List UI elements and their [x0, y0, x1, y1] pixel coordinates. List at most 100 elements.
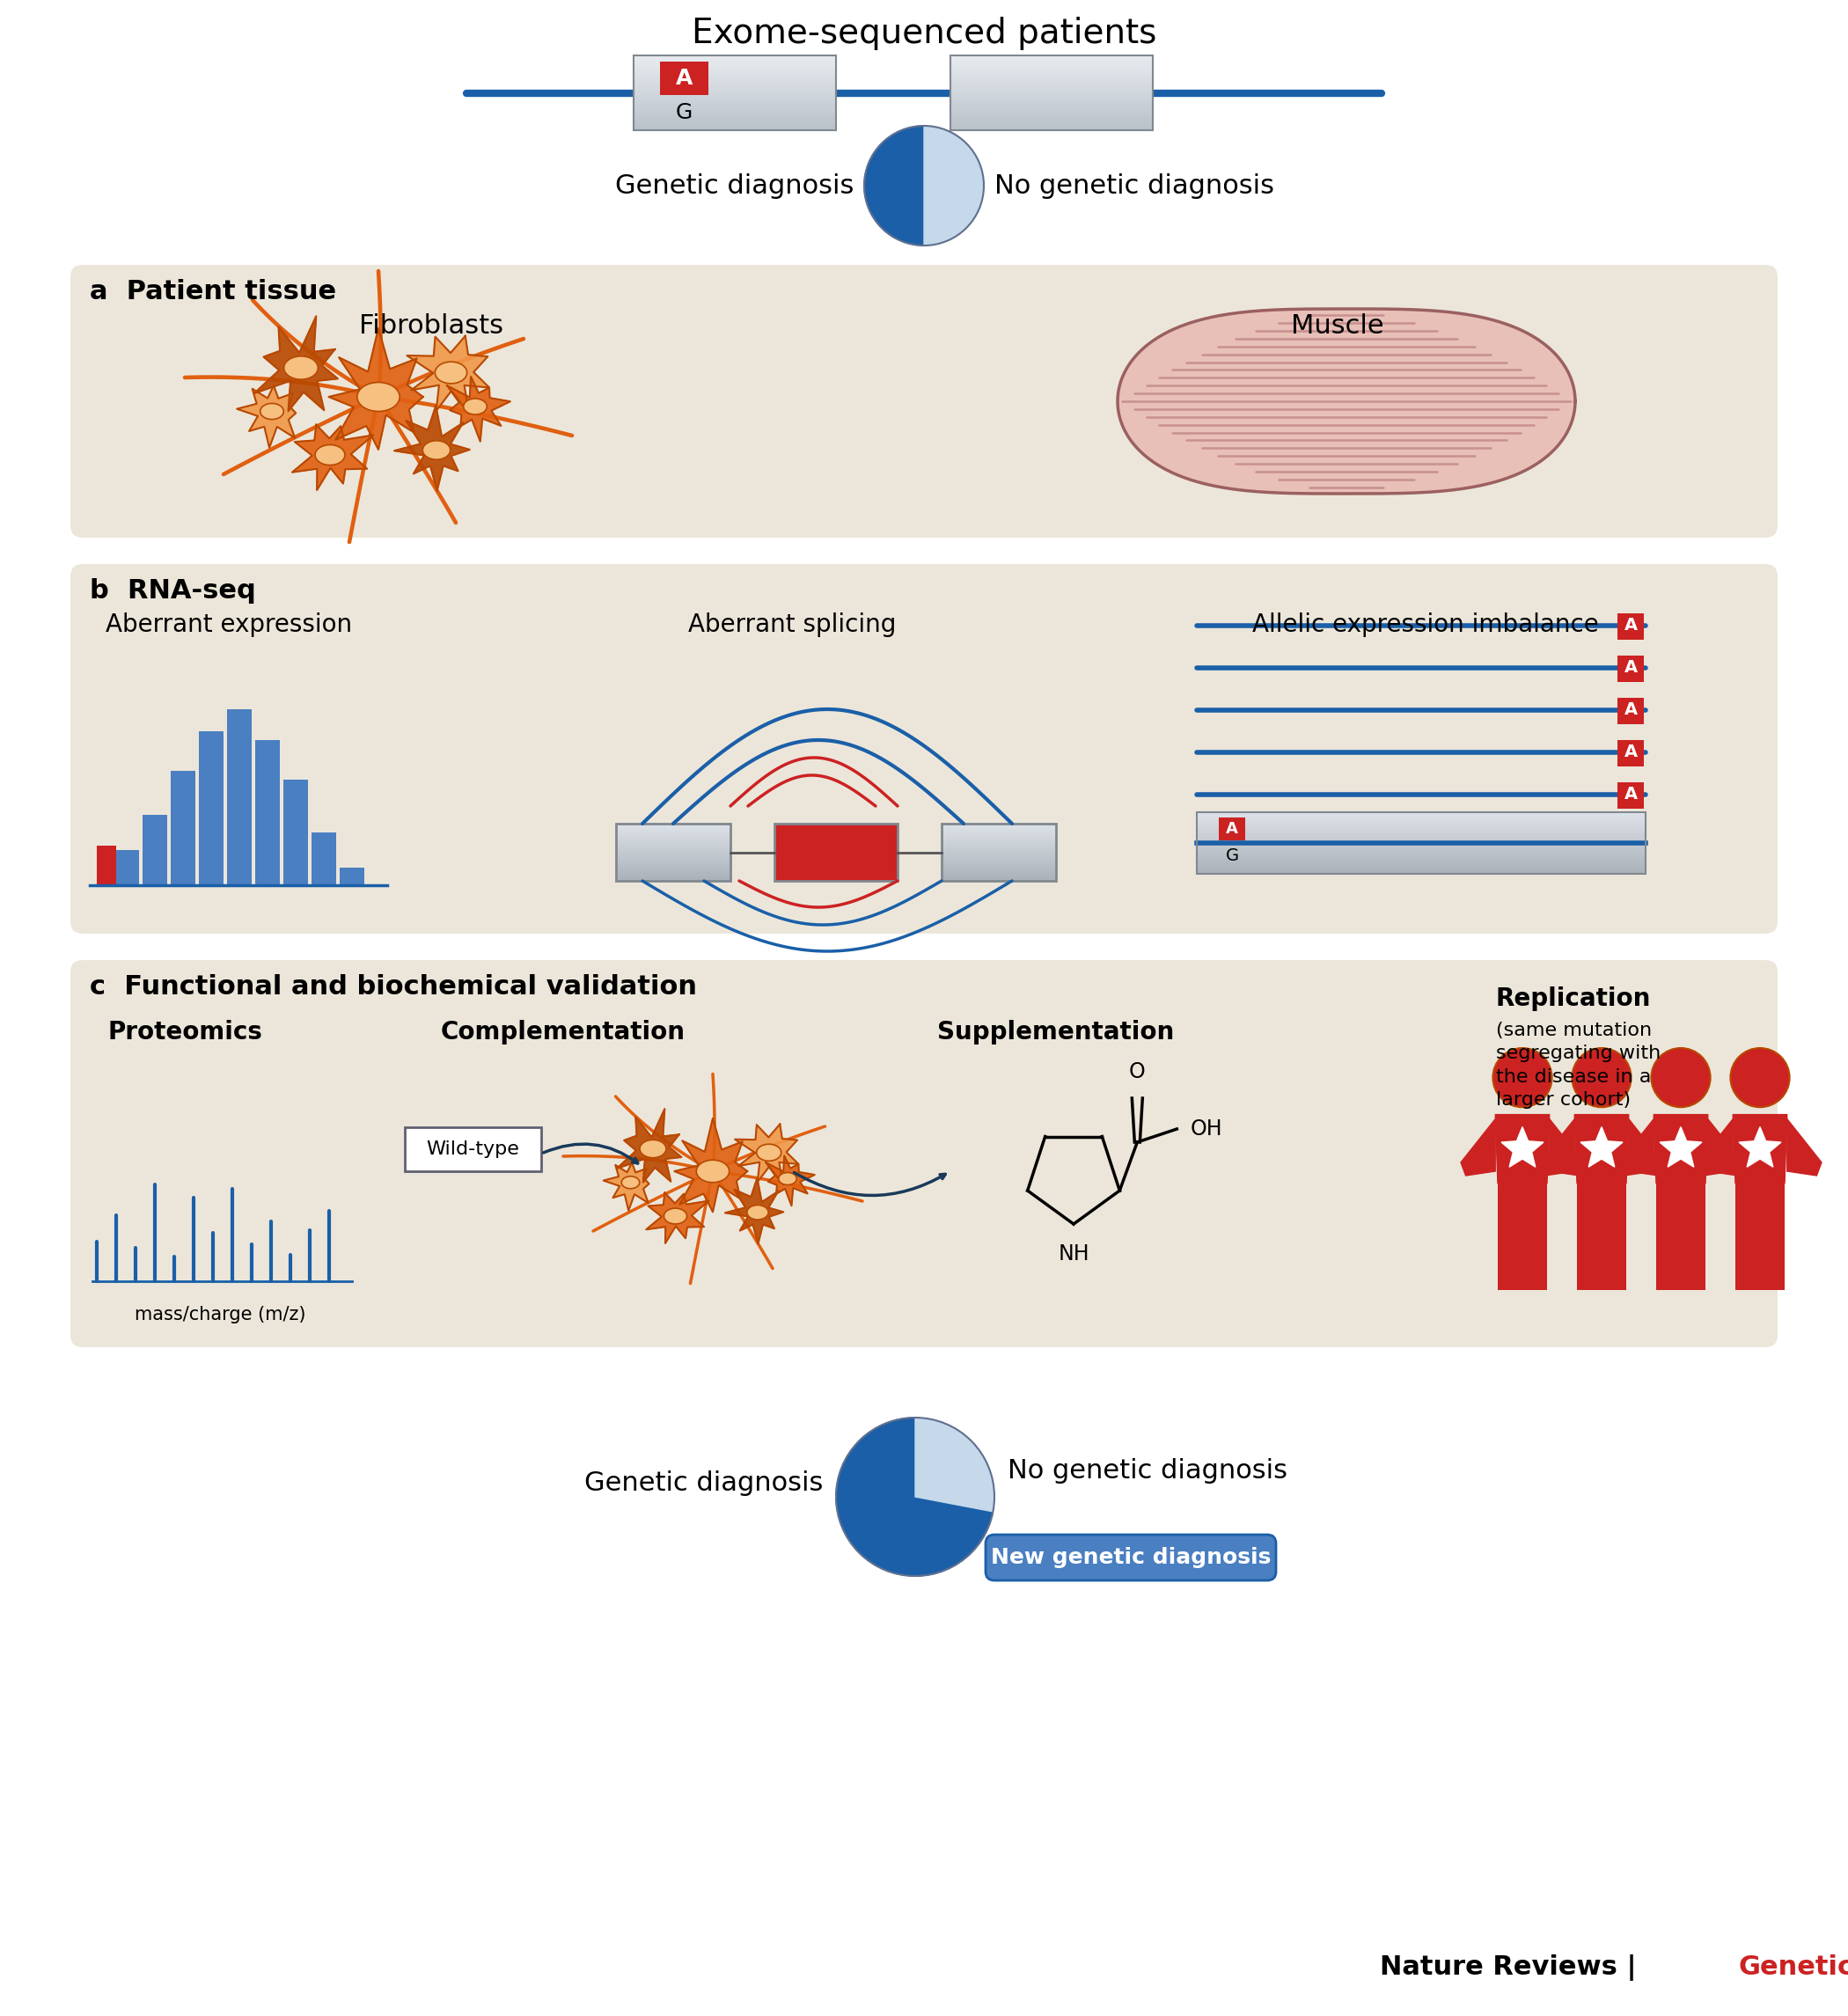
Ellipse shape: [663, 1208, 687, 1224]
Polygon shape: [1549, 1119, 1584, 1175]
FancyBboxPatch shape: [70, 960, 1778, 1347]
Bar: [1576, 1183, 1602, 1290]
Polygon shape: [1628, 1119, 1663, 1175]
Polygon shape: [292, 425, 373, 490]
Polygon shape: [835, 1417, 992, 1577]
Ellipse shape: [434, 361, 468, 383]
Text: O: O: [1129, 1060, 1146, 1083]
Bar: [774, 825, 898, 881]
Ellipse shape: [756, 1145, 782, 1161]
Text: Replication: Replication: [1497, 986, 1652, 1012]
Polygon shape: [647, 1193, 710, 1244]
Bar: [1617, 613, 1645, 639]
Polygon shape: [329, 329, 423, 450]
Bar: [1617, 655, 1645, 681]
Bar: [405, 1127, 541, 1171]
Text: (same mutation
segregating with
the disease in a
larger cohort): (same mutation segregating with the dise…: [1497, 1022, 1661, 1109]
Bar: [1220, 816, 1246, 841]
Text: No genetic diagnosis: No genetic diagnosis: [994, 173, 1275, 198]
Bar: [1523, 1183, 1547, 1290]
Circle shape: [1493, 1048, 1552, 1107]
Text: A: A: [1624, 786, 1637, 802]
Bar: [1682, 1183, 1706, 1290]
Polygon shape: [1539, 1119, 1574, 1175]
Text: A: A: [1624, 617, 1637, 633]
Circle shape: [1573, 1048, 1632, 1107]
Text: A: A: [1624, 659, 1637, 675]
Polygon shape: [1733, 1115, 1787, 1183]
Ellipse shape: [464, 399, 486, 415]
Bar: [1198, 812, 1645, 873]
Bar: [255, 740, 279, 885]
Polygon shape: [1708, 1119, 1743, 1175]
Polygon shape: [237, 385, 296, 448]
Polygon shape: [1574, 1115, 1628, 1183]
Text: Genetic diagnosis: Genetic diagnosis: [584, 1472, 822, 1496]
Polygon shape: [736, 1125, 798, 1185]
Ellipse shape: [261, 403, 283, 419]
Polygon shape: [1580, 1127, 1623, 1167]
Bar: [312, 833, 336, 885]
Text: New genetic diagnosis: New genetic diagnosis: [991, 1546, 1271, 1568]
Bar: [1617, 740, 1645, 766]
Text: G: G: [1225, 847, 1238, 865]
Text: A: A: [1225, 821, 1238, 837]
Polygon shape: [407, 337, 490, 413]
Text: Aberrant splicing: Aberrant splicing: [687, 613, 896, 637]
Text: Muscle: Muscle: [1292, 312, 1384, 339]
Text: A: A: [676, 69, 693, 89]
Bar: [660, 62, 708, 95]
Text: NH: NH: [1057, 1244, 1088, 1264]
Bar: [1617, 698, 1645, 724]
Polygon shape: [765, 1155, 815, 1206]
Bar: [340, 867, 364, 885]
Text: Proteomics: Proteomics: [107, 1020, 262, 1044]
Polygon shape: [604, 1163, 649, 1210]
Text: OH: OH: [1190, 1119, 1222, 1139]
Ellipse shape: [316, 446, 346, 466]
Text: mass/charge (m/z): mass/charge (m/z): [135, 1306, 305, 1322]
Bar: [115, 851, 139, 885]
Text: Allelic expression imbalance: Allelic expression imbalance: [1253, 613, 1599, 637]
Polygon shape: [915, 1417, 994, 1512]
Bar: [634, 54, 835, 131]
Bar: [1602, 1183, 1626, 1290]
Polygon shape: [394, 405, 469, 490]
Text: Genetics: Genetics: [1739, 1956, 1848, 1980]
Polygon shape: [617, 1109, 682, 1181]
Circle shape: [1652, 1048, 1711, 1107]
Polygon shape: [924, 125, 983, 246]
Bar: [142, 814, 166, 885]
Bar: [942, 825, 1055, 881]
Bar: [1497, 1183, 1523, 1290]
Polygon shape: [1501, 1127, 1543, 1167]
Text: a  Patient tissue: a Patient tissue: [91, 278, 336, 304]
Ellipse shape: [778, 1173, 796, 1185]
Polygon shape: [675, 1119, 747, 1212]
Polygon shape: [447, 377, 510, 442]
Bar: [200, 732, 224, 885]
Polygon shape: [1654, 1115, 1708, 1183]
Text: Nature Reviews |: Nature Reviews |: [1380, 1954, 1645, 1982]
Text: b  RNA-seq: b RNA-seq: [91, 579, 255, 603]
Polygon shape: [1698, 1119, 1733, 1175]
Text: A: A: [1624, 744, 1637, 760]
Polygon shape: [1619, 1119, 1654, 1175]
Text: G: G: [676, 103, 693, 123]
FancyBboxPatch shape: [70, 264, 1778, 538]
Polygon shape: [724, 1177, 784, 1244]
Polygon shape: [1739, 1127, 1781, 1167]
Text: No genetic diagnosis: No genetic diagnosis: [1007, 1458, 1288, 1484]
Polygon shape: [865, 125, 924, 246]
Text: Fibroblasts: Fibroblasts: [359, 312, 503, 339]
Text: Supplementation: Supplementation: [937, 1020, 1175, 1044]
Bar: [1735, 1183, 1759, 1290]
Circle shape: [1730, 1048, 1789, 1107]
FancyBboxPatch shape: [70, 564, 1778, 933]
Bar: [1656, 1183, 1680, 1290]
Text: Genetic diagnosis: Genetic diagnosis: [615, 173, 854, 198]
Bar: [283, 780, 309, 885]
Text: c  Functional and biochemical validation: c Functional and biochemical validation: [91, 974, 697, 1000]
Polygon shape: [1495, 1115, 1549, 1183]
Text: A: A: [1624, 702, 1637, 718]
